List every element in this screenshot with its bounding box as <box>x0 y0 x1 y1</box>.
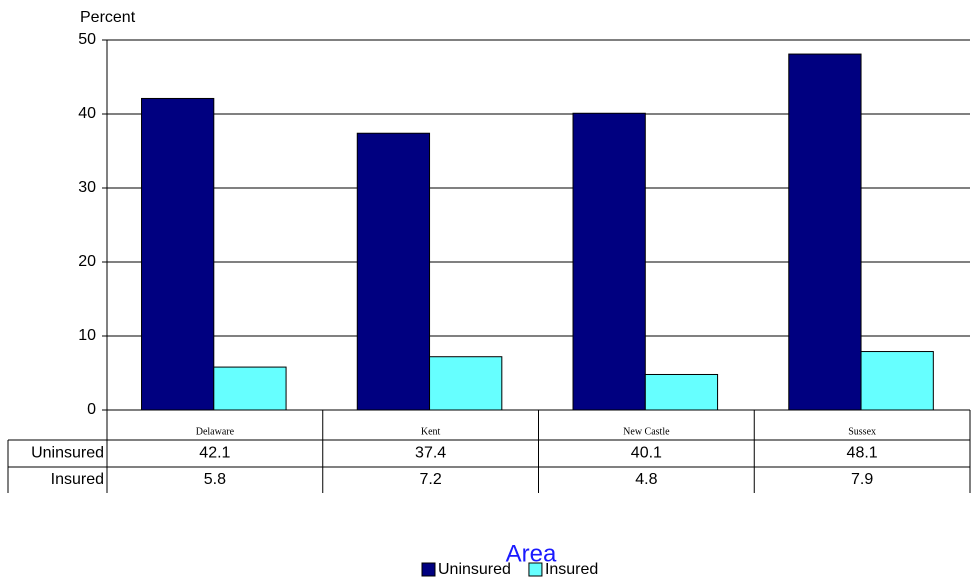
table-value: 7.9 <box>851 471 873 488</box>
x-tick-label: New Castle <box>623 426 670 437</box>
bar <box>572 112 646 411</box>
table-value: 37.4 <box>415 445 446 462</box>
table-row-label: Insured <box>51 471 104 488</box>
bar <box>213 366 287 411</box>
table-value: 40.1 <box>631 445 662 462</box>
y-tick-label: 30 <box>78 179 96 196</box>
legend-label: Insured <box>545 561 598 578</box>
legend-swatch <box>528 562 543 577</box>
x-tick-label: Sussex <box>848 426 876 437</box>
legend-swatch <box>421 562 436 577</box>
y-tick-label: 10 <box>78 327 96 344</box>
table-value: 48.1 <box>847 445 878 462</box>
x-tick-label: Delaware <box>196 426 235 437</box>
bar <box>860 351 934 411</box>
y-axis-title: Percent <box>80 9 136 26</box>
y-tick-label: 0 <box>87 401 96 418</box>
bar <box>429 356 503 411</box>
bar <box>356 132 431 411</box>
table-row-label: Uninsured <box>31 445 104 462</box>
bar <box>644 373 719 411</box>
y-tick-label: 20 <box>78 253 96 270</box>
y-tick-label: 40 <box>78 105 96 122</box>
table-value: 7.2 <box>420 471 442 488</box>
y-tick-label: 50 <box>78 31 96 48</box>
table-value: 5.8 <box>204 471 226 488</box>
legend-label: Uninsured <box>438 561 511 578</box>
table-value: 42.1 <box>199 445 230 462</box>
table-value: 4.8 <box>635 471 657 488</box>
bar <box>788 53 862 411</box>
bar <box>141 97 215 411</box>
x-tick-label: Kent <box>421 426 441 437</box>
